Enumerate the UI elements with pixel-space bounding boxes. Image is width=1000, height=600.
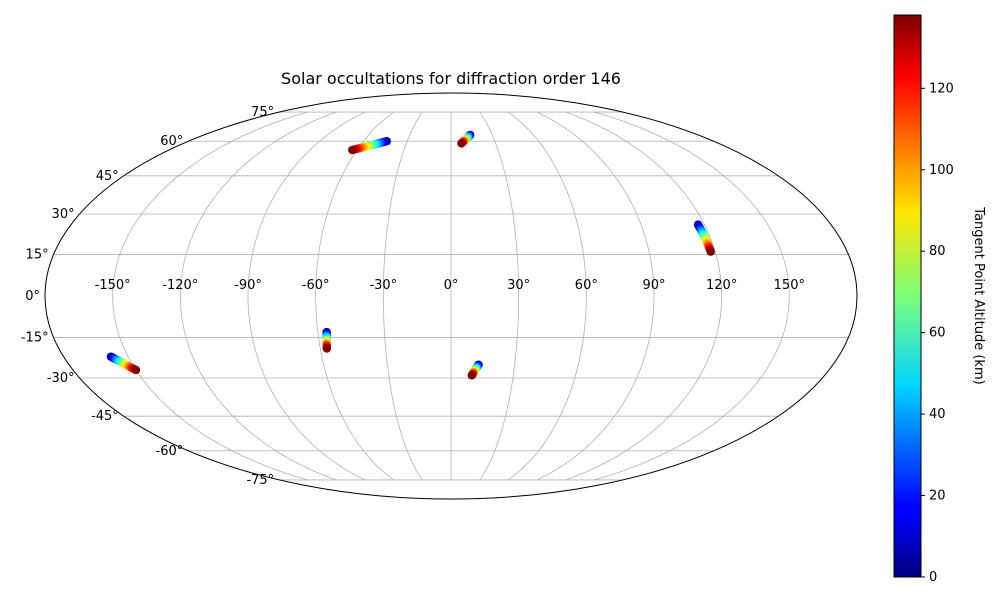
latitude-tick-label: 75° [251,105,274,120]
colorbar: 0 20 40 60 80 100 120 Tangent Point Altitude (… [893,14,986,585]
colorbar-ticks: 0 20 40 60 80 100 120 [921,81,954,585]
colorbar-tick-label: 40 [929,407,946,422]
longitude-tick-label: -90° [234,278,262,293]
longitude-tick-label: -30° [369,278,397,293]
longitude-tick-label: -150° [95,278,131,293]
colorbar-tick-label: 0 [929,570,937,585]
occultation-point [706,247,715,256]
latitude-tick-label: -15° [21,331,49,346]
colorbar-gradient [893,14,922,578]
longitude-tick-label: -60° [302,278,330,293]
latitude-tick-label: 0° [25,289,40,304]
meridian-line [508,111,587,481]
occultation-track [457,130,475,148]
colorbar-tick-label: 100 [929,163,954,178]
longitude-tick-label: 150° [774,278,805,293]
meridian-line [382,111,423,481]
occultation-point [322,344,332,353]
longitude-tick-label: 120° [706,278,737,293]
latitude-tick-label: 45° [96,169,119,184]
chart-title: Solar occultations for diffraction order… [281,69,621,88]
longitude-tick-label: 60° [575,278,598,293]
latitude-tick-label: 30° [52,207,75,222]
map-outline [44,92,858,500]
colorbar-tick-label: 60 [929,326,946,341]
longitude-tick-labels: -150° -120° -90° -60° -30° 0° 30° 60° 90° 120° 150… [95,278,805,293]
occultation-track [348,137,391,155]
meridian-line [536,111,655,481]
longitude-tick-label: 90° [642,278,665,293]
meridian-line [112,111,308,481]
colorbar-tick-label: 20 [929,489,946,504]
latitude-tick-labels: 75° 60° 45° 30° 15° 0° -15° -30° -45° -60° -75° [21,105,274,488]
latitude-tick-label: 15° [26,247,49,262]
graticule-grid [45,111,857,481]
occultation-points [106,130,715,380]
colorbar-tick-label: 80 [929,244,946,259]
occultation-track [322,327,332,353]
occultation-point [467,371,476,380]
colorbar-label: Tangent Point Altitude (km) [971,206,986,384]
longitude-tick-label: -120° [162,278,198,293]
meridian-line [479,111,520,481]
colorbar-tick-label: 120 [929,81,954,96]
meridian-line [179,111,337,481]
occultation-track [467,360,483,380]
meridian-line [247,111,366,481]
longitude-tick-label: 0° [444,278,459,293]
latitude-tick-label: -30° [47,371,75,386]
meridian-line [315,111,394,481]
latitude-tick-label: -75° [246,473,274,488]
occultation-track [106,352,141,375]
longitude-tick-label: 30° [507,278,530,293]
meridian-line [594,111,790,481]
meridian-line [565,111,723,481]
occultation-point [131,365,141,375]
occultation-track [693,220,715,256]
occultation-point [457,139,466,148]
latitude-tick-label: 60° [160,134,183,149]
latitude-tick-label: -60° [156,444,184,459]
occultation-point [348,145,357,155]
latitude-tick-label: -45° [91,409,119,424]
